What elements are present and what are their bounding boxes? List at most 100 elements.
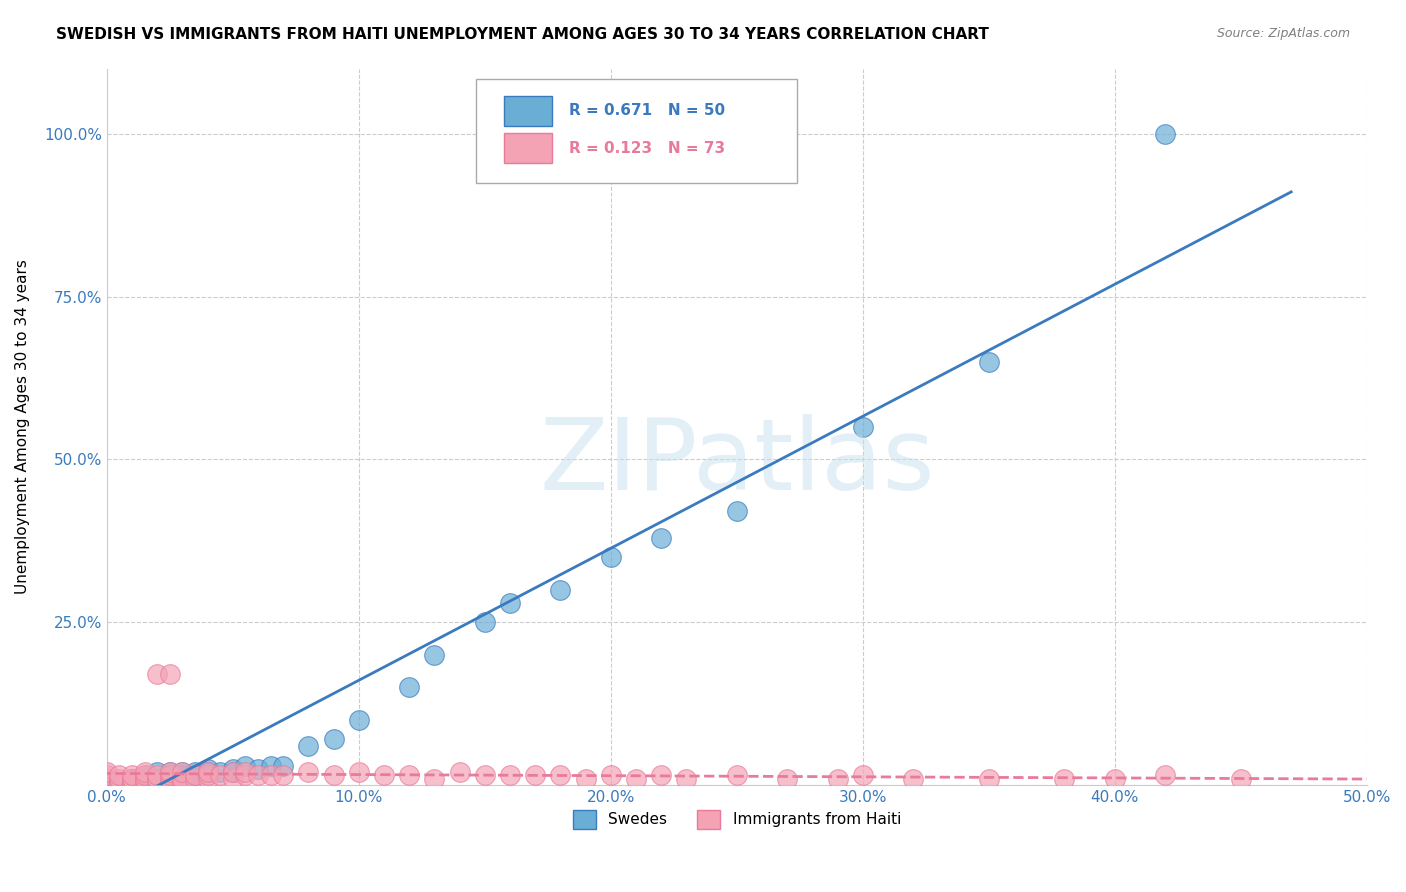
Point bbox=[725, 504, 748, 518]
Point bbox=[159, 772, 181, 786]
Point bbox=[96, 778, 118, 792]
Point bbox=[398, 768, 420, 782]
Point bbox=[423, 648, 446, 662]
Point bbox=[1154, 127, 1177, 141]
Point bbox=[235, 765, 257, 780]
Point bbox=[624, 772, 647, 786]
Point bbox=[96, 772, 118, 786]
Point bbox=[96, 774, 118, 789]
Point bbox=[128, 772, 150, 786]
Point bbox=[108, 778, 131, 792]
Point bbox=[172, 765, 194, 780]
Point bbox=[852, 419, 875, 434]
Text: R = 0.671   N = 50: R = 0.671 N = 50 bbox=[569, 103, 725, 119]
Point bbox=[146, 772, 169, 786]
Point bbox=[96, 768, 118, 782]
Point bbox=[159, 667, 181, 681]
Point bbox=[599, 768, 621, 782]
Point bbox=[1154, 768, 1177, 782]
Point bbox=[725, 768, 748, 782]
Point bbox=[96, 778, 118, 792]
Point bbox=[423, 772, 446, 786]
Point bbox=[322, 732, 344, 747]
Point bbox=[146, 768, 169, 782]
Point bbox=[146, 774, 169, 789]
Point bbox=[121, 772, 143, 786]
FancyBboxPatch shape bbox=[477, 79, 797, 183]
Point bbox=[373, 768, 395, 782]
Point bbox=[108, 774, 131, 789]
Point bbox=[222, 765, 245, 780]
Point bbox=[96, 778, 118, 792]
Point bbox=[259, 758, 281, 772]
Point bbox=[776, 772, 799, 786]
Point bbox=[121, 774, 143, 789]
Point bbox=[322, 768, 344, 782]
Point bbox=[474, 768, 496, 782]
Point bbox=[852, 768, 875, 782]
Point bbox=[96, 765, 118, 780]
Point bbox=[121, 768, 143, 782]
FancyBboxPatch shape bbox=[503, 95, 551, 126]
Point bbox=[125, 774, 148, 789]
Point bbox=[108, 774, 131, 789]
Point bbox=[474, 615, 496, 630]
Point bbox=[96, 774, 118, 789]
Point bbox=[347, 765, 370, 780]
Point bbox=[271, 758, 294, 772]
Point bbox=[96, 772, 118, 786]
Point bbox=[150, 772, 173, 786]
Point bbox=[172, 772, 194, 786]
Point bbox=[1053, 772, 1076, 786]
Point bbox=[259, 768, 281, 782]
Point bbox=[184, 765, 207, 780]
Point bbox=[108, 774, 131, 789]
Point bbox=[146, 667, 169, 681]
Point bbox=[550, 582, 572, 597]
Point bbox=[96, 778, 118, 792]
Point bbox=[134, 768, 156, 782]
Point bbox=[222, 765, 245, 780]
Point bbox=[121, 772, 143, 786]
Point bbox=[172, 768, 194, 782]
Point bbox=[197, 772, 219, 786]
Point bbox=[96, 774, 118, 789]
FancyBboxPatch shape bbox=[503, 133, 551, 163]
Point bbox=[96, 774, 118, 789]
Point bbox=[134, 765, 156, 780]
Point bbox=[209, 768, 232, 782]
Point bbox=[159, 774, 181, 789]
Legend: Swedes, Immigrants from Haiti: Swedes, Immigrants from Haiti bbox=[567, 804, 907, 835]
Point bbox=[172, 774, 194, 789]
Point bbox=[499, 596, 522, 610]
Point bbox=[235, 758, 257, 772]
Point bbox=[134, 772, 156, 786]
Point bbox=[398, 681, 420, 695]
Point bbox=[184, 768, 207, 782]
Point bbox=[1104, 772, 1126, 786]
Point bbox=[524, 768, 547, 782]
Point bbox=[172, 765, 194, 780]
Point bbox=[184, 772, 207, 786]
Point bbox=[222, 762, 245, 776]
Point bbox=[96, 772, 118, 786]
Point bbox=[121, 774, 143, 789]
Point bbox=[159, 768, 181, 782]
Point bbox=[297, 765, 319, 780]
Point bbox=[550, 768, 572, 782]
Point bbox=[96, 772, 118, 786]
Point bbox=[108, 772, 131, 786]
Point bbox=[184, 768, 207, 782]
Point bbox=[499, 768, 522, 782]
Point bbox=[159, 765, 181, 780]
Point bbox=[977, 772, 1000, 786]
Point bbox=[121, 774, 143, 789]
Point bbox=[449, 765, 471, 780]
Point bbox=[108, 768, 131, 782]
Point bbox=[159, 768, 181, 782]
Point bbox=[134, 768, 156, 782]
Point bbox=[650, 531, 672, 545]
Point bbox=[134, 774, 156, 789]
Point bbox=[297, 739, 319, 753]
Text: R = 0.123   N = 73: R = 0.123 N = 73 bbox=[569, 141, 725, 155]
